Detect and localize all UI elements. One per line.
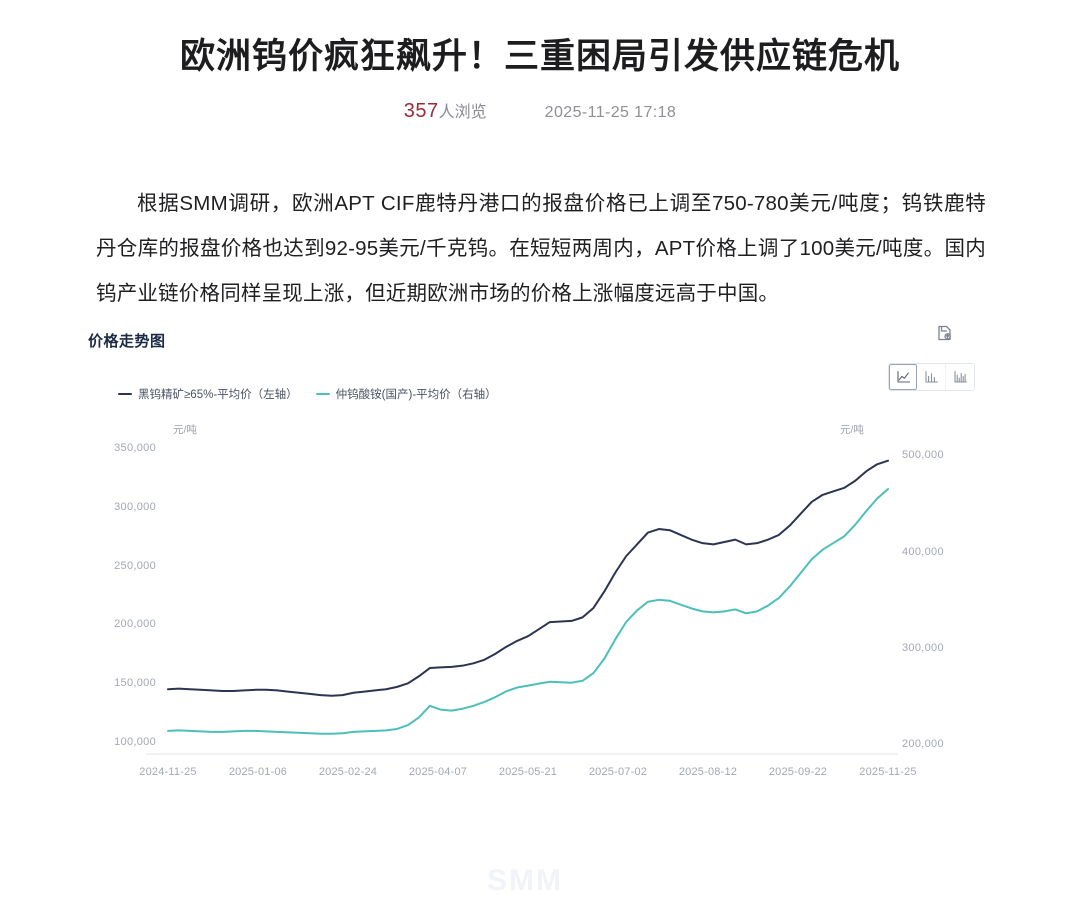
x-tick: 2025-09-22 xyxy=(768,766,828,778)
x-tick: 2024-11-25 xyxy=(139,766,197,778)
legend-label-series-0: 黑钨精矿≥65%-平均价（左轴） xyxy=(138,389,298,401)
right-y-tick: 300,000 xyxy=(902,642,944,654)
x-tick: 2025-08-12 xyxy=(678,766,738,778)
legend-label-series-1: 仲钨酸铵(国产)-平均价（右轴） xyxy=(335,389,497,401)
publish-timestamp: 2025-11-25 17:18 xyxy=(544,104,677,121)
left-y-tick: 150,000 xyxy=(114,677,156,690)
plot-area: SMM 100,000 150,000 200,000 250,000 300,000 3… xyxy=(0,312,1080,897)
left-y-axis: 100,000 150,000 200,000 250,000 300,000 350,0… xyxy=(0,312,156,796)
left-y-tick: 300,000 xyxy=(114,500,156,513)
chart-title: 价格走势图 xyxy=(88,333,166,350)
left-y-tick: 250,000 xyxy=(114,559,156,572)
series-line-1 xyxy=(167,488,889,735)
x-tick: 2025-05-21 xyxy=(498,766,558,778)
x-tick: 2025-11-25 xyxy=(859,766,917,778)
view-count: 357人浏览 xyxy=(404,98,487,123)
smm-watermark: SMM xyxy=(487,864,563,897)
x-tick: 2025-04-07 xyxy=(408,766,468,778)
legend-item-series-1[interactable]: 仲钨酸铵(国产)-平均价（右轴） xyxy=(315,386,497,402)
chart-type-switcher[interactable] xyxy=(888,363,975,391)
left-y-tick: 200,000 xyxy=(114,618,156,631)
left-y-tick: 100,000 xyxy=(114,736,156,749)
bar-chart-icon[interactable] xyxy=(917,364,946,390)
legend-item-series-0[interactable]: 黑钨精矿≥65%-平均价（左轴） xyxy=(118,386,298,402)
left-y-tick: 350,000 xyxy=(114,441,156,454)
view-count-number: 357 xyxy=(403,100,439,122)
series-lines xyxy=(146,459,898,755)
x-tick: 2025-02-24 xyxy=(318,766,378,778)
right-y-tick: 400,000 xyxy=(902,545,944,558)
right-y-axis: 200,000 300,000 400,000 500,000 xyxy=(902,312,1022,796)
left-axis-unit: 元/吨 xyxy=(173,424,197,436)
column-chart-icon[interactable] xyxy=(946,364,974,390)
series-line-0 xyxy=(167,459,889,697)
right-y-tick: 200,000 xyxy=(902,738,944,751)
chart-legend: 黑钨精矿≥65%-平均价（左轴） 仲钨酸铵(国产)-平均价（右轴） xyxy=(118,386,497,402)
price-trend-chart-card: 价格走势图 xyxy=(0,312,1080,897)
article-meta: 357人浏览 2025-11-25 17:18 xyxy=(0,98,1080,123)
right-y-tick: 500,000 xyxy=(902,449,944,462)
article-body-text: 根据SMM调研，欧洲APT CIF鹿特丹港口的报盘价格已上调至750-780美元… xyxy=(96,191,986,305)
view-count-label: 人浏览 xyxy=(438,104,487,121)
line-chart-icon[interactable] xyxy=(889,364,917,390)
legend-swatch-series-0 xyxy=(118,393,132,395)
x-tick: 2025-01-06 xyxy=(228,766,288,778)
page-title: 欧洲钨价疯狂飙升！三重困局引发供应链危机 xyxy=(179,37,900,76)
export-icon[interactable] xyxy=(932,320,958,346)
x-tick: 2025-07-02 xyxy=(588,766,648,778)
legend-swatch-series-1 xyxy=(315,393,330,395)
right-axis-unit: 元/吨 xyxy=(840,424,864,436)
